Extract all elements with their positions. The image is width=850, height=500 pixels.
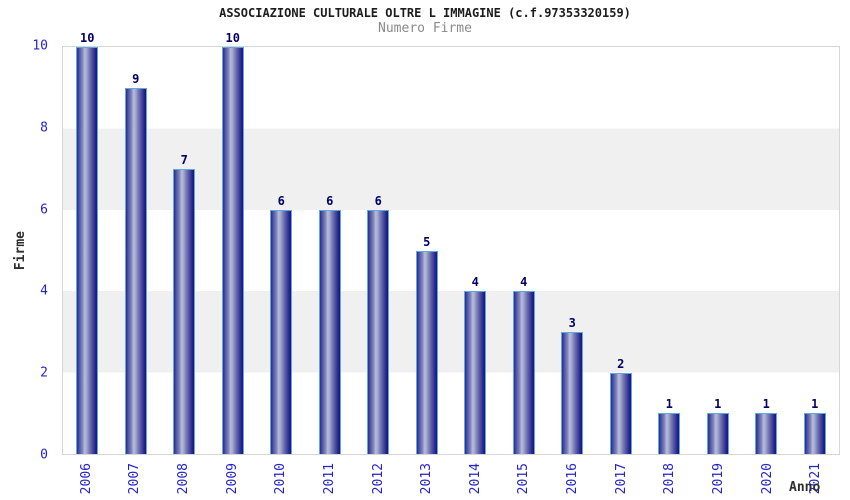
x-tick-label: 2017: [613, 463, 629, 495]
x-tick-label: 2006: [78, 463, 94, 495]
x-tick-label: 2008: [176, 463, 192, 495]
bar-value-label: 9: [132, 71, 140, 86]
bar-2018: [658, 413, 681, 454]
bar-2007: [124, 87, 147, 454]
x-axis-title: Anno: [789, 480, 821, 495]
bar-slot: 7: [160, 47, 209, 454]
bar-slot: 1: [791, 47, 840, 454]
bar-2020: [755, 413, 778, 454]
bar-2011: [318, 209, 341, 454]
y-tick-label: 4: [40, 283, 48, 299]
x-tick-label: 2014: [467, 463, 483, 495]
x-tick-slot: 2019: [694, 463, 743, 494]
bar-2013: [415, 250, 438, 454]
y-tick-label: 8: [40, 120, 48, 136]
x-tick-label: 2020: [759, 463, 775, 495]
x-tick-label: 2007: [127, 463, 143, 495]
y-tick-label: 6: [40, 202, 48, 218]
bar-slot: 6: [306, 47, 355, 454]
x-tick-slot: 2017: [597, 463, 646, 494]
bar-2021: [803, 413, 826, 454]
bar-2009: [221, 47, 244, 454]
x-tick-label: 2016: [565, 463, 581, 495]
x-tick-slot: 2013: [402, 463, 451, 494]
x-tick-label: 2011: [321, 463, 337, 495]
bar-slot: 4: [500, 47, 549, 454]
bar-value-label: 1: [714, 397, 722, 412]
y-tick-label: 0: [40, 447, 48, 463]
bar-2008: [173, 169, 196, 454]
y-axis: 0 2 4 6 8 10: [0, 40, 56, 462]
bar-slot: 6: [354, 47, 403, 454]
bar-2017: [609, 372, 632, 454]
bar-2019: [706, 413, 729, 454]
bar-2010: [270, 209, 293, 454]
bar-slot: 1: [742, 47, 791, 454]
bar-2016: [561, 331, 584, 454]
x-tick-label: 2009: [224, 463, 240, 495]
x-tick-label: 2018: [662, 463, 678, 495]
x-tick-slot: 2008: [159, 463, 208, 494]
x-tick-slot: 2015: [500, 463, 549, 494]
bar-slot: 1: [694, 47, 743, 454]
bar-slot: 1: [645, 47, 694, 454]
bar-value-label: 1: [762, 397, 770, 412]
bar-slot: 4: [451, 47, 500, 454]
bar-slot: 2: [597, 47, 646, 454]
bars: 10 9 7 10 6 6 6 5 4 4 3 2 1 1 1 1: [63, 32, 840, 454]
bar-value-label: 4: [520, 275, 528, 290]
y-tick-label: 10: [32, 38, 48, 54]
bar-2015: [512, 291, 535, 454]
x-tick-slot: 2016: [548, 463, 597, 494]
x-tick-slot: 2018: [646, 463, 695, 494]
chart-title: ASSOCIAZIONE CULTURALE OLTRE L IMMAGINE …: [219, 6, 631, 20]
x-tick-slot: 2007: [111, 463, 160, 494]
x-tick-slot: 2020: [743, 463, 792, 494]
bar-2012: [367, 209, 390, 454]
plot-area: 10 9 7 10 6 6 6 5 4 4 3 2 1 1 1 1: [62, 32, 840, 455]
x-tick-label: 2013: [419, 463, 435, 495]
bar-2014: [464, 291, 487, 454]
x-tick-slot: 2012: [354, 463, 403, 494]
bar-2006: [76, 47, 99, 454]
chart-subtitle: Numero Firme: [378, 21, 472, 36]
x-tick-label: 2012: [370, 463, 386, 495]
bar-slot: 10: [63, 32, 112, 454]
x-tick-slot: 2006: [62, 463, 111, 494]
bar-slot: 10: [209, 32, 258, 454]
bar-value-label: 6: [277, 193, 285, 208]
bar-value-label: 7: [180, 153, 188, 168]
x-tick-slot: 2014: [451, 463, 500, 494]
bar-value-label: 2: [617, 356, 625, 371]
y-tick-label: 2: [40, 365, 48, 381]
bar-slot: 6: [257, 47, 306, 454]
x-tick-slot: 2009: [208, 463, 257, 494]
bar-value-label: 10: [80, 31, 95, 45]
bar-value-label: 3: [568, 315, 576, 330]
bar-value-label: 1: [665, 397, 673, 412]
bar-value-label: 10: [225, 31, 240, 45]
x-tick-label: 2010: [273, 463, 289, 495]
bar-value-label: 6: [326, 193, 334, 208]
x-tick-slot: 2011: [305, 463, 354, 494]
x-tick-slot: 2010: [257, 463, 306, 494]
bar-value-label: 6: [374, 193, 382, 208]
bar-value-label: 4: [471, 275, 479, 290]
bar-slot: 3: [548, 47, 597, 454]
x-tick-label: 2019: [710, 463, 726, 495]
bar-slot: 5: [403, 47, 452, 454]
x-tick-label: 2015: [516, 463, 532, 495]
bar-slot: 9: [112, 47, 161, 454]
bar-value-label: 5: [423, 234, 431, 249]
bar-value-label: 1: [811, 397, 819, 412]
x-axis: 2006 2007 2008 2009 2010 2011 2012 2013 2014 2015…: [62, 463, 840, 500]
